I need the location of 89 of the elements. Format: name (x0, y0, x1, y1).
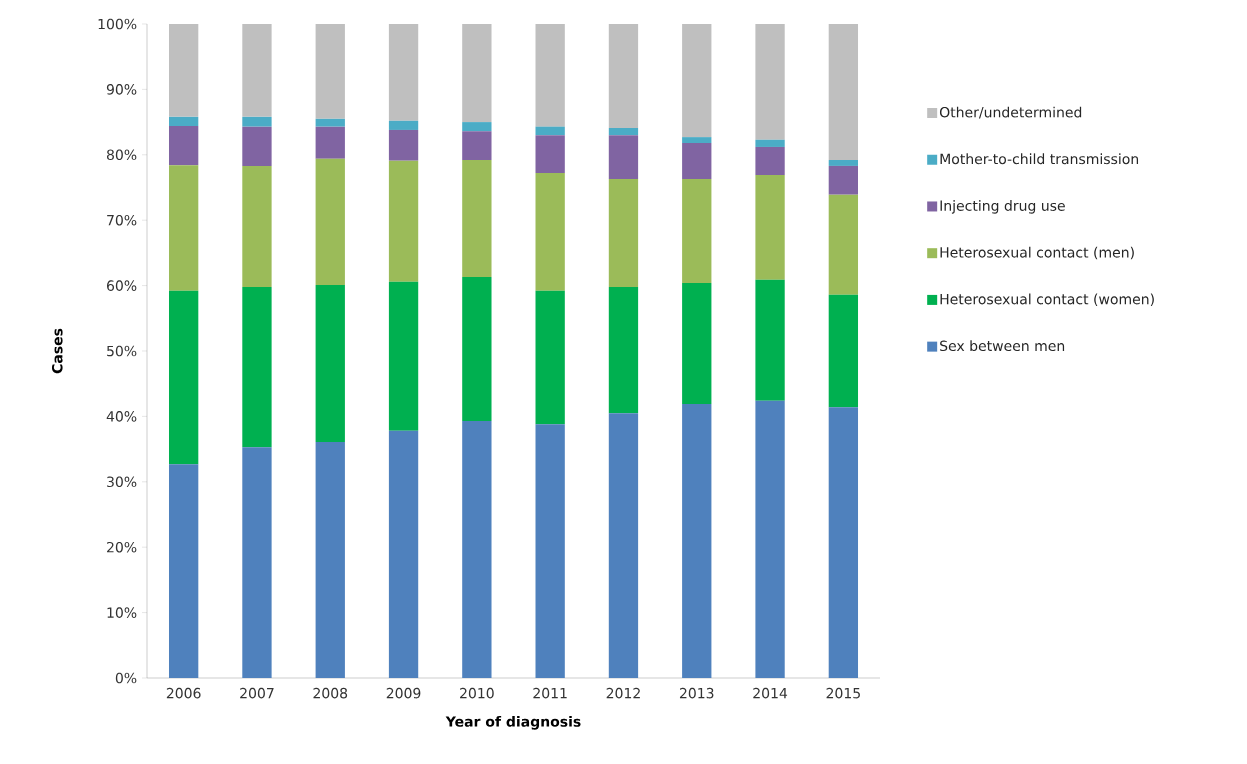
bar (755, 23, 785, 140)
bar (242, 447, 272, 678)
bar (828, 194, 859, 295)
x-tick-label: 2011 (533, 687, 567, 699)
bar (828, 407, 859, 678)
bar (608, 178, 639, 287)
bar (315, 158, 345, 285)
bar (462, 160, 492, 278)
bar (168, 126, 199, 166)
x-axis-title: Year of diagnosis (445, 715, 581, 730)
y-tick-label: 20% (107, 541, 137, 553)
y-axis-title: Cases (51, 328, 63, 374)
x-tick-label: 2007 (240, 687, 274, 699)
x-tick-label: 2006 (166, 687, 201, 699)
bar (168, 290, 199, 465)
bar (462, 277, 492, 421)
bar (608, 286, 639, 414)
bar (388, 129, 419, 161)
y-tick-label: 40% (106, 411, 137, 422)
bar (828, 294, 859, 408)
legend-label: Other/undetermined (939, 106, 1082, 119)
bar (535, 135, 565, 174)
legend-label: Injecting drug use (940, 200, 1065, 214)
legend-label: Heterosexual contact (women) (940, 293, 1154, 307)
bar (168, 116, 199, 127)
bar (682, 143, 712, 179)
y-tick-label: 80% (106, 149, 137, 161)
x-tick-label: 2009 (386, 687, 421, 699)
bar (755, 139, 785, 147)
bar (608, 23, 639, 128)
bar (828, 23, 859, 161)
y-tick-label: 70% (107, 214, 137, 226)
bar (535, 126, 565, 136)
bar (755, 146, 785, 176)
bar (242, 23, 272, 117)
y-tick-label: 90% (106, 84, 137, 95)
x-tick-label: 2008 (313, 687, 348, 699)
bar (682, 403, 712, 678)
x-tick-label: 2010 (460, 687, 494, 699)
bar (388, 23, 419, 121)
bar (755, 400, 785, 678)
bar (242, 116, 272, 127)
bar (168, 165, 199, 291)
bar (242, 286, 272, 448)
bar (462, 122, 492, 132)
bar (168, 464, 199, 678)
x-tick-label: 2013 (679, 687, 714, 699)
bar (755, 175, 785, 280)
bar (315, 118, 345, 127)
bar (462, 420, 492, 678)
y-tick-label: 0% (115, 672, 137, 684)
bar (535, 424, 565, 678)
legend-label: Sex between men (940, 340, 1065, 352)
bar (682, 23, 712, 138)
bar (535, 23, 565, 127)
bar (388, 160, 419, 282)
legend-label: Heterosexual contact (men) (940, 246, 1134, 260)
y-tick-label: 100% (98, 18, 137, 30)
bar (535, 290, 565, 425)
y-tick-label: 50% (107, 345, 137, 357)
bar (608, 135, 639, 179)
x-tick-label: 2014 (753, 687, 788, 699)
bar (242, 165, 272, 287)
bar (315, 441, 345, 678)
bar (608, 127, 639, 136)
y-tick-label: 60% (107, 280, 137, 291)
bar (388, 120, 419, 130)
bar (535, 173, 565, 291)
bar (315, 126, 345, 159)
bar (168, 23, 199, 117)
bar (608, 413, 639, 678)
y-tick-label: 10% (107, 607, 137, 618)
bar (315, 23, 345, 119)
bar (242, 126, 272, 166)
bar (682, 137, 712, 144)
x-tick-label: 2015 (826, 687, 860, 699)
bar (388, 430, 419, 678)
bar (462, 131, 492, 161)
bar (828, 165, 859, 195)
bar (682, 282, 712, 404)
legend-label: Mother-to-child transmission (940, 153, 1139, 165)
bar (755, 279, 785, 401)
bar (462, 23, 492, 123)
bar (388, 281, 419, 431)
bar (682, 178, 712, 283)
x-tick-label: 2012 (606, 687, 640, 699)
bar (315, 284, 345, 442)
y-tick-label: 30% (107, 476, 137, 488)
bar (828, 160, 859, 166)
